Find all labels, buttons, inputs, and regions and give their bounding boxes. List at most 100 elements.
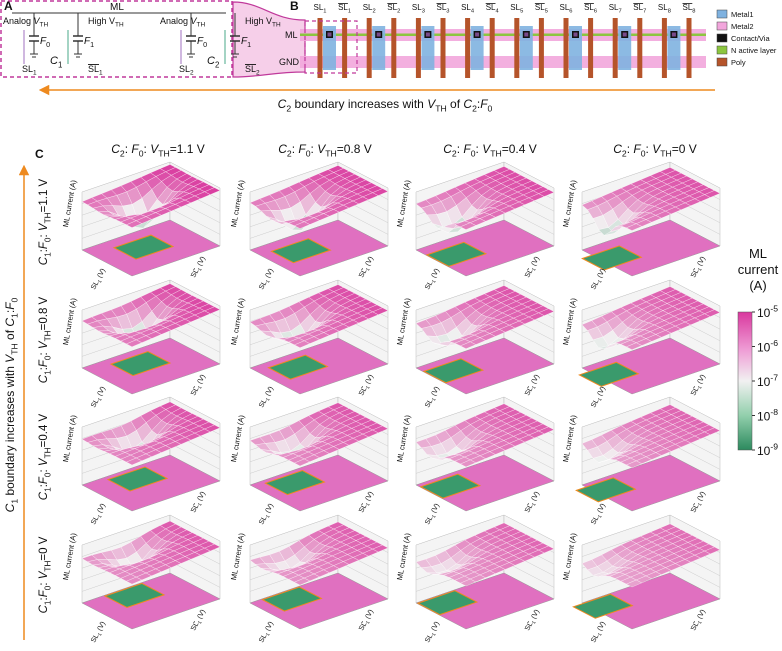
cell-label: C1 (50, 55, 63, 69)
column-label: SL1 (314, 3, 327, 14)
x-axis-label-part: SL (424, 280, 434, 291)
z-axis-label: ML current (A) (395, 179, 412, 228)
column-label: SL2 (363, 3, 376, 14)
y-axis-label: SL1 (V) (690, 491, 709, 515)
x-axis-label: SL1 (V) (258, 503, 277, 527)
colorbar-tick-label: 10-9 (757, 442, 778, 458)
column-label-part: SL (510, 3, 520, 12)
y-axis-label-part: 1 (365, 620, 372, 625)
row-title-part: =0.8 V (38, 296, 50, 330)
floor-contour (416, 590, 479, 616)
column-label-part: 1 (323, 8, 326, 14)
arrow-text-part: of (3, 327, 17, 344)
floor-contour (575, 477, 637, 503)
z-axis-label: ML current (A) (561, 297, 578, 346)
z-axis-label: ML current (A) (61, 179, 78, 228)
x-axis-label-part: 1 (431, 279, 438, 284)
row-title-part: V (38, 340, 50, 349)
y-axis-label-part: 1 (365, 267, 372, 272)
ml-label: ML (110, 2, 124, 13)
column-title-part: F (463, 142, 471, 156)
column-title-part: 2 (287, 149, 292, 159)
analog-vth-part: V (34, 16, 41, 26)
slbar-label-part: SL (88, 64, 99, 74)
row-title-part: 1 (43, 487, 52, 492)
column-title: C2: F0: VTH=1.1 V (111, 142, 205, 159)
column-label-part: SL (584, 3, 594, 12)
colorbar-tick-label-part: 10 (757, 410, 771, 424)
x-axis-label: SL1 (V) (424, 268, 443, 292)
f0-label: F0 (197, 36, 207, 49)
column-label-part: 7 (643, 8, 646, 14)
column-title-part: TH (158, 149, 170, 159)
row-title-part: V (38, 457, 50, 466)
z-axis-label: ML current (A) (229, 532, 246, 581)
y-axis-label-part: 1 (197, 385, 204, 390)
row-title-part: F (38, 359, 50, 367)
f0-label-part: 0 (203, 40, 207, 49)
column-label: SL5 (510, 3, 523, 14)
column-label: SL8 (658, 3, 671, 14)
column-label: SL3 (437, 3, 450, 14)
y-axis-label-part: SL (690, 386, 700, 397)
x-axis-label-part: (V) (264, 386, 275, 399)
poly (514, 18, 520, 78)
column-label-part: SL (560, 3, 570, 12)
x-axis-label-part: SL (90, 515, 100, 526)
f1-label-part: 1 (247, 40, 251, 49)
colorbar-tick-label-part: -5 (770, 304, 778, 314)
legend-label: N active layer (731, 46, 777, 55)
y-axis-label-part: SL (190, 268, 200, 279)
surface-patch (626, 579, 643, 588)
surface-patch (294, 458, 311, 467)
arrow-text-part: of (447, 97, 464, 111)
arrow-text-part: 1 (10, 499, 20, 504)
z-axis-label: ML current (A) (395, 532, 412, 581)
column-title-part: F (298, 142, 306, 156)
row-title-part: C (38, 256, 50, 265)
analog-vth-part: TH (197, 22, 206, 29)
y-axis-label-part: (V) (530, 609, 541, 622)
y-axis-label-part: (V) (696, 491, 707, 504)
z-axis-label-part: ML current (A) (561, 532, 578, 581)
x-axis-label-part: SL (424, 633, 434, 644)
column-label: SL4 (461, 3, 475, 14)
y-axis-label: SL1 (V) (190, 491, 209, 515)
y-axis-label: SL1 (V) (190, 374, 209, 398)
column-label-part: SL (314, 3, 324, 12)
x-axis-label-part: 1 (597, 632, 604, 637)
z-axis-label: ML current (A) (229, 297, 246, 346)
row-title: C1:F0: VTH=0.4 V (38, 413, 52, 500)
y-axis-label: SL1 (V) (358, 256, 377, 280)
legend-swatch (716, 45, 728, 55)
y-axis-label-part: 1 (697, 502, 704, 507)
n-active (300, 33, 706, 36)
column-label-part: 3 (446, 8, 449, 14)
y-axis-label-part: SL (690, 621, 700, 632)
column-title-part: : (292, 142, 299, 156)
x-axis-label-part: 1 (597, 397, 604, 402)
column-title-part: 0 (641, 149, 646, 159)
z-axis-label-part: ML current (A) (561, 297, 578, 346)
surface-patch (460, 341, 477, 349)
column-label-part: SL (387, 3, 397, 12)
z-axis-label: ML current (A) (229, 414, 246, 463)
column-label-part: 1 (348, 8, 351, 14)
z-axis-label: ML current (A) (61, 532, 78, 581)
x-axis-label-part: SL (90, 280, 100, 291)
x-axis-label-part: 1 (97, 514, 104, 519)
column-title-part: C (111, 142, 120, 156)
x-axis-label-part: (V) (264, 503, 275, 516)
y-axis-label-part: 1 (531, 385, 538, 390)
z-axis-label-part: ML current (A) (395, 414, 412, 463)
z-axis-label-part: ML current (A) (61, 179, 78, 228)
ground (30, 53, 38, 58)
z-axis-label-part: ML current (A) (561, 179, 578, 228)
floor-contour (572, 593, 634, 619)
row-title-part: TH (43, 212, 52, 223)
legend-label: Metal1 (731, 10, 754, 19)
y-axis-label-part: (V) (530, 256, 541, 269)
row-title-part: =0.4 V (38, 413, 50, 447)
y-axis-label-part: 1 (697, 385, 704, 390)
z-axis-label-part: ML current (A) (61, 297, 78, 346)
